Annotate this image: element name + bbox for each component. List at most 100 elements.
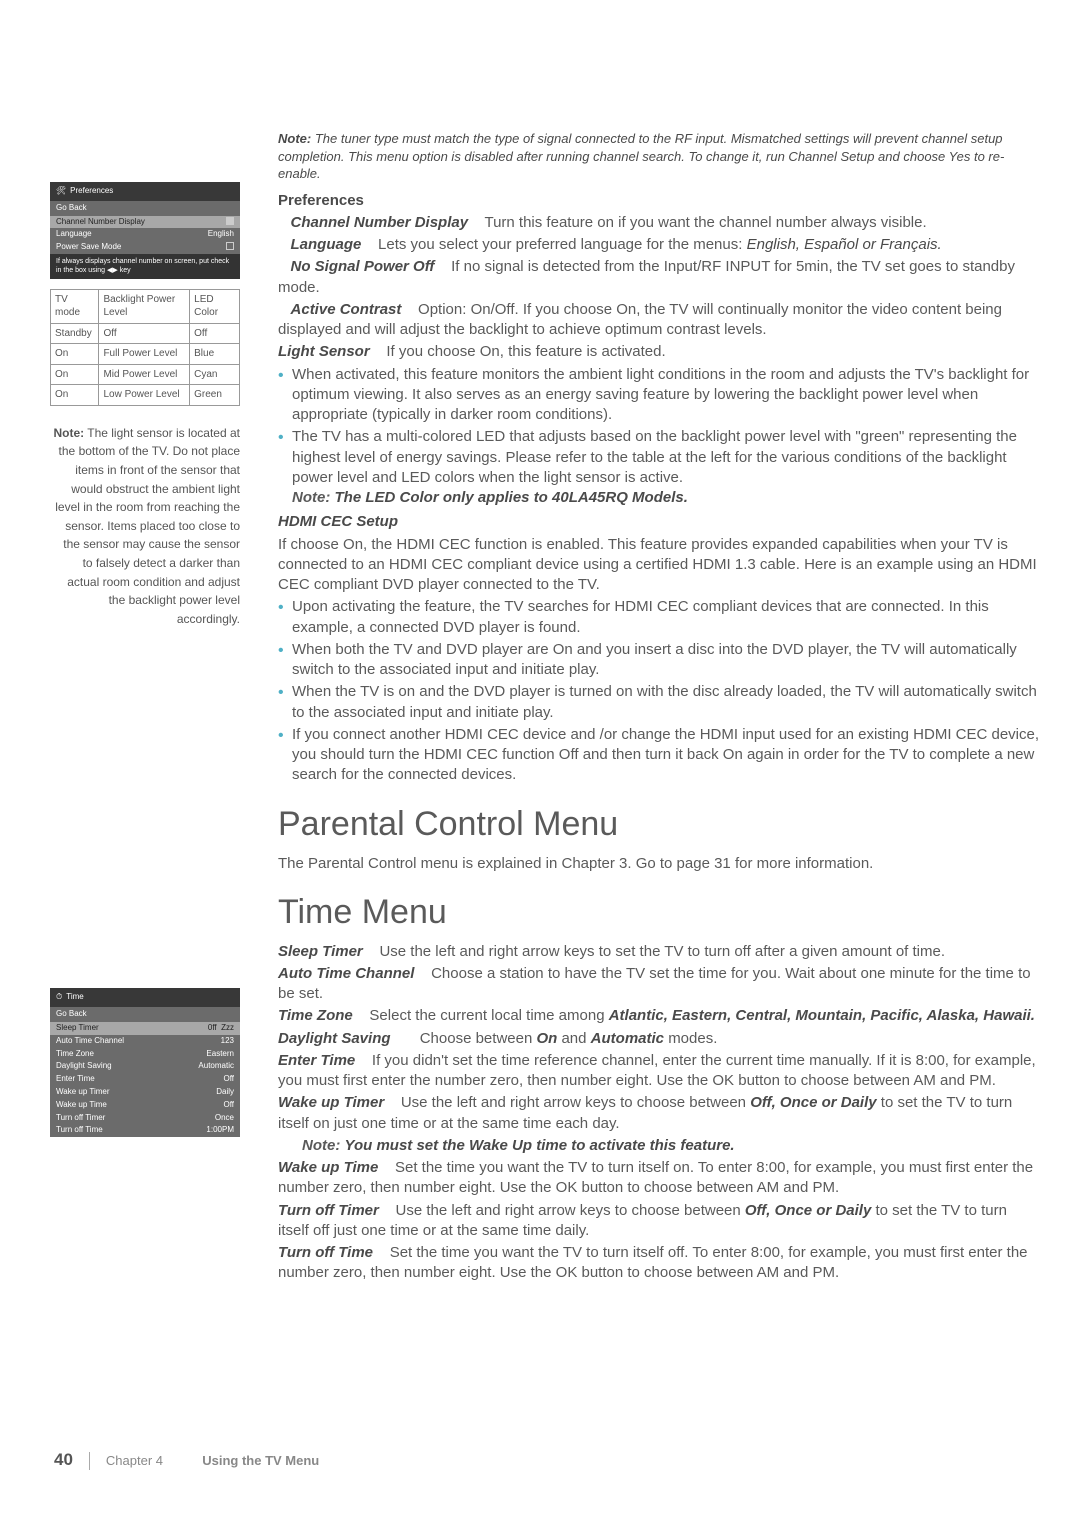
term-enter: Enter Time bbox=[278, 1052, 355, 1069]
light-sensor-b2-text: The TV has a multi-colored LED that adju… bbox=[292, 428, 1017, 486]
osd-pref-row-2: Power Save Mode bbox=[50, 241, 240, 254]
osd-time-title: Time bbox=[66, 992, 83, 1003]
power-td: Low Power Level bbox=[99, 385, 190, 406]
ls-note-label: Note: bbox=[292, 489, 330, 506]
hdmi-list: Upon activating the feature, the TV sear… bbox=[278, 597, 1040, 785]
term-active-contrast: Active Contrast bbox=[291, 301, 402, 318]
osd-time-row-l: Sleep Timer bbox=[56, 1023, 99, 1034]
footer-chapter: Chapter 4 bbox=[106, 1452, 163, 1470]
pref-hdmi: HDMI CEC Setup bbox=[278, 512, 1040, 532]
pref-language: Language Lets you select your preferred … bbox=[278, 235, 1040, 255]
light-sensor-list: When activated, this feature monitors th… bbox=[278, 365, 1040, 509]
power-td: On bbox=[51, 385, 99, 406]
tools-icon: 🛠 bbox=[56, 186, 66, 197]
pref-channel-display: Channel Number Display Turn this feature… bbox=[278, 213, 1040, 233]
power-td: Full Power Level bbox=[99, 344, 190, 365]
wake-timer-note: Note: You must set the Wake Up time to a… bbox=[278, 1136, 1040, 1156]
osd-time-back: Go Back bbox=[50, 1007, 240, 1022]
light-sensor-b1: When activated, this feature monitors th… bbox=[292, 365, 1040, 426]
osd-time-row: Wake up TimerDaily bbox=[50, 1086, 240, 1099]
top-note: Note: The tuner type must match the type… bbox=[278, 130, 1040, 183]
text-enter: If you didn't set the time reference cha… bbox=[278, 1052, 1036, 1089]
osd-time-row-l: Turn off Timer bbox=[56, 1113, 105, 1124]
osd-time-row-r: Off bbox=[223, 1100, 234, 1111]
osd-pref-row-1-l: Language bbox=[56, 229, 92, 240]
top-note-label: Note: bbox=[278, 131, 311, 146]
osd-pref-row-1: Language English bbox=[50, 228, 240, 241]
osd-pref-foot: If always displays channel number on scr… bbox=[50, 254, 240, 279]
power-th-1: Backlight Power Level bbox=[99, 289, 190, 323]
power-td: On bbox=[51, 344, 99, 365]
time-off-time: Turn off Time Set the time you want the … bbox=[278, 1243, 1040, 1284]
parental-title: Parental Control Menu bbox=[278, 802, 1040, 848]
text-off-time: Set the time you want the TV to turn its… bbox=[278, 1244, 1028, 1281]
dst-tail: modes. bbox=[668, 1030, 717, 1047]
term-off-time: Turn off Time bbox=[278, 1244, 373, 1261]
page-footer: 40 Chapter 4 Using the TV Menu bbox=[54, 1449, 319, 1472]
power-th-0: TV mode bbox=[51, 289, 99, 323]
osd-time-row-l: Wake up Time bbox=[56, 1100, 107, 1111]
dst-o2: Automatic bbox=[591, 1030, 669, 1047]
hdmi-b2: When both the TV and DVD player are On a… bbox=[292, 640, 1040, 681]
preferences-heading: Preferences bbox=[278, 191, 1040, 211]
power-td: On bbox=[51, 364, 99, 385]
power-td: Green bbox=[190, 385, 240, 406]
pref-light-sensor: Light Sensor If you choose On, this feat… bbox=[278, 342, 1040, 362]
hdmi-b1: Upon activating the feature, the TV sear… bbox=[292, 597, 1040, 638]
term-sleep: Sleep Timer bbox=[278, 943, 363, 960]
term-dst: Daylight Saving bbox=[278, 1030, 391, 1047]
time-wake-timer: Wake up Timer Use the left and right arr… bbox=[278, 1093, 1040, 1134]
text-tz2: Atlantic, Eastern, Central, Mountain, Pa… bbox=[609, 1007, 1035, 1024]
text-light-sensor: If you choose On, this feature is activa… bbox=[386, 343, 665, 360]
wake-note-text: You must set the Wake Up time to activat… bbox=[345, 1137, 735, 1154]
wake-timer-opt: Off, Once or Daily bbox=[750, 1094, 881, 1111]
text-wake-timer: Use the left and right arrow keys to cho… bbox=[401, 1094, 750, 1111]
page-number: 40 bbox=[54, 1449, 73, 1472]
osd-time-row-r: Off bbox=[223, 1074, 234, 1085]
time-off-timer: Turn off Timer Use the left and right ar… bbox=[278, 1201, 1040, 1242]
osd-time-row-l: Auto Time Channel bbox=[56, 1036, 124, 1047]
osd-pref-row-1-r: English bbox=[208, 229, 234, 240]
osd-time-row-r: 0ff bbox=[208, 1023, 217, 1032]
hdmi-b3: When the TV is on and the DVD player is … bbox=[292, 682, 1040, 723]
text-language-opts: English, Español or Français. bbox=[747, 236, 942, 253]
light-sensor-b2: The TV has a multi-colored LED that adju… bbox=[292, 427, 1040, 508]
power-td: Cyan bbox=[190, 364, 240, 385]
power-td: Off bbox=[190, 323, 240, 344]
text-channel-display: Turn this feature on if you want the cha… bbox=[484, 214, 926, 231]
osd-time-row: Time ZoneEastern bbox=[50, 1048, 240, 1061]
time-dst: Daylight Saving Choose between On and Au… bbox=[278, 1029, 1040, 1049]
osd-time-row-l: Time Zone bbox=[56, 1049, 94, 1060]
term-wake-timer: Wake up Timer bbox=[278, 1094, 384, 1111]
term-channel-display: Channel Number Display bbox=[291, 214, 469, 231]
power-table: TV mode Backlight Power Level LED Color … bbox=[50, 289, 240, 406]
osd-time-row-r: Automatic bbox=[198, 1061, 234, 1072]
osd-time-row-l: Turn off Time bbox=[56, 1125, 103, 1136]
osd-time-row-l: Enter Time bbox=[56, 1074, 95, 1085]
power-td: Blue bbox=[190, 344, 240, 365]
term-tz: Time Zone bbox=[278, 1007, 353, 1024]
osd-time-row-r: Once bbox=[215, 1113, 234, 1124]
osd-time-row-0: Sleep Timer 0ff Zzz bbox=[50, 1022, 240, 1035]
term-nosignal: No Signal Power Off bbox=[291, 258, 435, 275]
dst-o1: On bbox=[536, 1030, 561, 1047]
left-note: Note: The light sensor is located at the… bbox=[50, 424, 240, 629]
osd-time-row-l: Wake up Timer bbox=[56, 1087, 110, 1098]
osd-time-row: Enter Time Off bbox=[50, 1073, 240, 1086]
text-off-timer: Use the left and right arrow keys to cho… bbox=[396, 1202, 745, 1219]
top-note-text: The tuner type must match the type of si… bbox=[278, 131, 1004, 181]
osd-time-row: Wake up Time Off bbox=[50, 1099, 240, 1112]
osd-time-row: Turn off Time1:00PM bbox=[50, 1124, 240, 1137]
osd-pref-back: Go Back bbox=[50, 201, 240, 216]
osd-time-row-r: 123 bbox=[221, 1036, 234, 1047]
off-timer-opt: Off, Once or Daily bbox=[745, 1202, 876, 1219]
osd-pref-title-row: 🛠 Preferences bbox=[50, 182, 240, 201]
power-td: Standby bbox=[51, 323, 99, 344]
osd-time-row: Daylight SavingAutomatic bbox=[50, 1060, 240, 1073]
time-tz: Time Zone Select the current local time … bbox=[278, 1006, 1040, 1026]
text-tz1: Select the current local time among bbox=[369, 1007, 604, 1024]
footer-name: Using the TV Menu bbox=[202, 1452, 319, 1470]
hdmi-intro: If choose On, the HDMI CEC function is e… bbox=[278, 535, 1040, 596]
text-dst: Choose between bbox=[420, 1030, 537, 1047]
term-auto: Auto Time Channel bbox=[278, 965, 414, 982]
